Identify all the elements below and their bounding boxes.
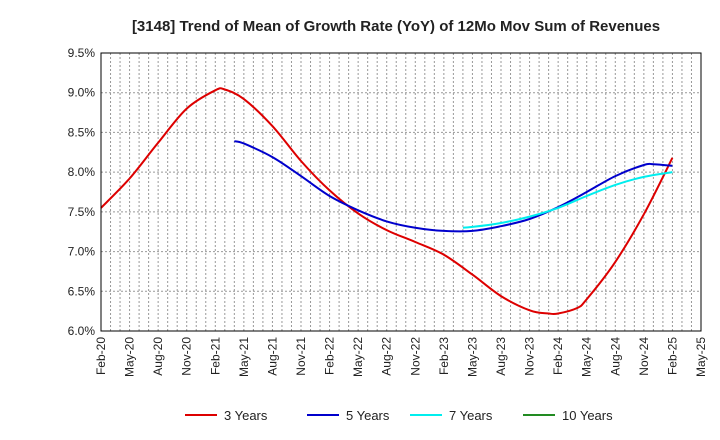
x-tick-label: May-22 <box>351 337 365 377</box>
y-axis-ticks: 6.0% 6.5% 7.0% 7.5% 8.0% 8.5% 9.0% 9.5% <box>68 46 96 338</box>
x-tick-label: Feb-25 <box>665 337 679 375</box>
y-tick-label: 8.5% <box>68 125 96 139</box>
legend-label: 5 Years <box>346 408 390 423</box>
legend-item: 5 Years <box>307 408 390 423</box>
x-tick-label: May-25 <box>694 337 708 377</box>
y-tick-label: 7.0% <box>68 245 96 259</box>
y-tick-label: 6.5% <box>68 284 96 298</box>
y-tick-label: 9.0% <box>68 86 96 100</box>
x-tick-label: Nov-24 <box>637 337 651 376</box>
x-axis-ticks: Feb-20 May-20 Aug-20 Nov-20 Feb-21 May-21 Aug-… <box>94 337 708 377</box>
series-line-5-years <box>234 140 673 233</box>
x-tick-label: Aug-20 <box>151 337 165 376</box>
y-tick-label: 7.5% <box>68 205 96 219</box>
x-tick-label: Nov-23 <box>523 337 537 376</box>
x-tick-label: Feb-24 <box>551 337 565 375</box>
x-tick-label: Nov-21 <box>294 337 308 376</box>
x-tick-label: Nov-22 <box>408 337 422 376</box>
x-tick-label: May-24 <box>580 337 594 377</box>
series-line-3-years <box>100 87 674 316</box>
legend-item: 3 Years <box>185 408 268 423</box>
y-tick-label: 9.5% <box>68 46 96 60</box>
x-tick-label: Aug-21 <box>265 337 279 376</box>
x-tick-label: Feb-21 <box>208 337 222 375</box>
legend-label: 3 Years <box>224 408 268 423</box>
y-tick-label: 8.0% <box>68 165 96 179</box>
x-tick-label: Nov-20 <box>180 337 194 376</box>
x-tick-label: Aug-22 <box>380 337 394 376</box>
chart-title: [3148] Trend of Mean of Growth Rate (YoY… <box>132 18 660 35</box>
series-line-7-years <box>462 171 673 229</box>
series-lines <box>100 87 674 316</box>
grid <box>100 52 702 332</box>
legend: 3 Years 5 Years 7 Years 10 Years <box>185 408 613 423</box>
legend-item: 7 Years <box>410 408 493 423</box>
legend-item: 10 Years <box>523 408 613 423</box>
legend-label: 7 Years <box>449 408 493 423</box>
legend-label: 10 Years <box>562 408 613 423</box>
x-tick-label: Feb-20 <box>94 337 108 375</box>
x-tick-label: May-20 <box>123 337 137 377</box>
x-tick-label: Aug-24 <box>608 337 622 376</box>
x-tick-label: May-21 <box>237 337 251 377</box>
x-tick-label: Aug-23 <box>494 337 508 376</box>
x-tick-label: Feb-23 <box>437 337 451 375</box>
x-tick-label: May-23 <box>465 337 479 377</box>
y-tick-label: 6.0% <box>68 324 96 338</box>
x-tick-label: Feb-22 <box>323 337 337 375</box>
plot-frame <box>100 52 702 332</box>
